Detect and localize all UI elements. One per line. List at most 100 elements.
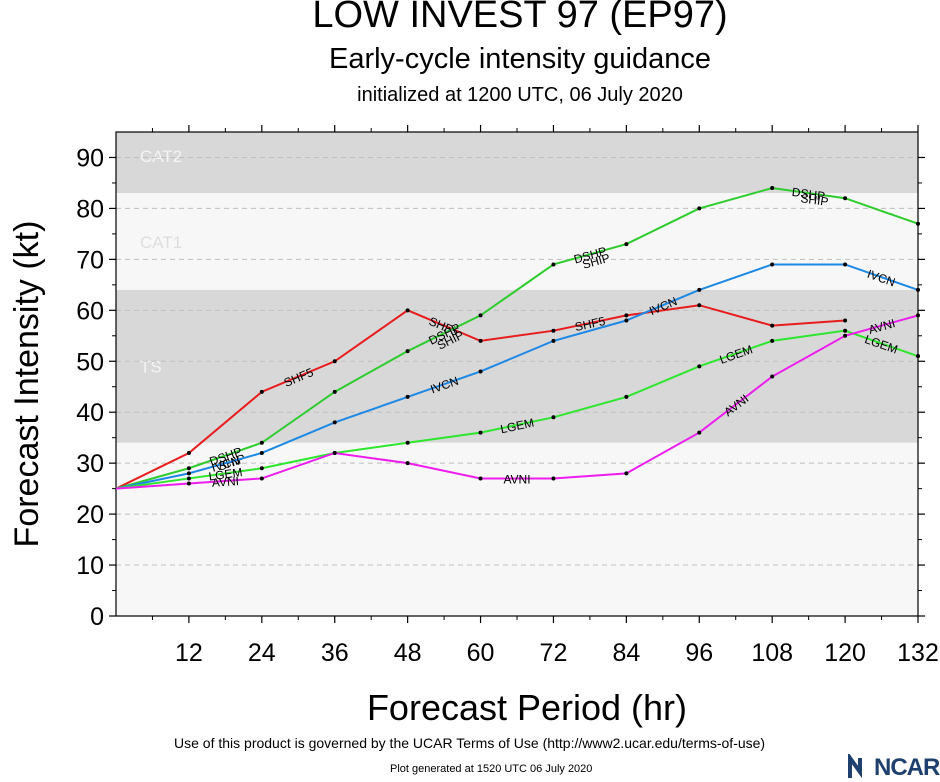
series-label-lgem: LGEM xyxy=(208,465,244,484)
series-point xyxy=(551,476,556,481)
series-line-avni xyxy=(115,314,919,490)
series-point xyxy=(624,471,629,476)
series-point xyxy=(259,389,264,394)
generated-time: Plot generated at 1520 UTC 06 July 2020 xyxy=(390,763,593,775)
x-tick-label: 24 xyxy=(248,639,276,667)
series-point xyxy=(405,308,410,313)
logo-text: NCAR xyxy=(874,754,940,781)
series-point xyxy=(697,430,702,435)
series-point xyxy=(332,389,337,394)
y-tick-label: 30 xyxy=(76,450,104,478)
series-point xyxy=(916,354,920,359)
y-tick-label: 40 xyxy=(76,399,104,427)
series-point xyxy=(770,186,775,191)
series-point xyxy=(697,206,702,211)
series-point xyxy=(770,338,775,343)
series-point xyxy=(259,476,264,481)
series-point xyxy=(624,318,629,323)
intensity-band xyxy=(116,289,918,443)
series-point xyxy=(405,440,410,445)
x-tick-label: 120 xyxy=(824,639,866,667)
ncar-emblem-icon xyxy=(848,754,862,779)
x-tick-label: 132 xyxy=(897,639,939,667)
series-point xyxy=(770,374,775,379)
series-point xyxy=(770,323,775,328)
series-line-dshp xyxy=(115,187,919,490)
y-tick-label: 20 xyxy=(76,501,104,529)
series-point xyxy=(916,313,920,318)
intensity-band xyxy=(116,442,918,616)
series-point xyxy=(843,262,848,267)
series-point xyxy=(405,349,410,354)
series-point xyxy=(186,476,191,481)
x-axis-label: Forecast Period (hr) xyxy=(367,687,687,728)
series-point xyxy=(478,476,483,481)
series-point xyxy=(770,262,775,267)
series-point xyxy=(624,394,629,399)
series-point xyxy=(843,328,848,333)
y-tick-label: 0 xyxy=(90,603,104,631)
y-tick-label: 80 xyxy=(76,195,104,223)
y-tick-label: 10 xyxy=(76,552,104,580)
series-label-ship: SHIP xyxy=(800,191,830,209)
ncar-logo: NCAR xyxy=(848,752,940,781)
init-time: initialized at 1200 UTC, 06 July 2020 xyxy=(357,84,683,106)
terms-notice: Use of this product is governed by the U… xyxy=(174,735,766,751)
series-point xyxy=(551,415,556,420)
series-point xyxy=(478,369,483,374)
x-tick-label: 36 xyxy=(321,639,349,667)
series-point xyxy=(551,328,556,333)
band-label: CAT2 xyxy=(140,147,182,166)
series-line-ivcn xyxy=(115,263,919,490)
y-tick-label: 50 xyxy=(76,348,104,376)
chart-title: LOW INVEST 97 (EP97) xyxy=(312,0,728,36)
series-point xyxy=(551,262,556,267)
y-tick-label: 90 xyxy=(76,144,104,172)
x-tick-label: 108 xyxy=(751,639,793,667)
series-point xyxy=(186,450,191,455)
series-point xyxy=(259,440,264,445)
y-axis-label: Forecast Intensity (kt) xyxy=(8,221,46,548)
series-point xyxy=(697,364,702,369)
series-point xyxy=(186,481,191,486)
series-point xyxy=(186,466,191,471)
band-label: TS xyxy=(140,357,162,376)
series-label-avni: AVNI xyxy=(503,472,530,486)
series-point xyxy=(916,287,920,292)
series-line-lgem xyxy=(115,329,919,490)
intensity-band xyxy=(116,193,918,290)
series-point xyxy=(332,450,337,455)
series-point xyxy=(332,359,337,364)
series-point xyxy=(916,221,920,226)
series-point xyxy=(624,313,629,318)
series-point xyxy=(697,287,702,292)
series-point xyxy=(551,338,556,343)
x-tick-label: 60 xyxy=(467,639,495,667)
series-point xyxy=(624,242,629,247)
series-point xyxy=(186,471,191,476)
series-label-lgem: LGEM xyxy=(499,416,535,437)
series-point xyxy=(405,461,410,466)
y-tick-label: 70 xyxy=(76,246,104,274)
x-tick-label: 84 xyxy=(612,639,640,667)
series-point xyxy=(259,450,264,455)
series-point xyxy=(843,318,848,323)
band-label: CAT1 xyxy=(140,233,182,252)
series-label-avni: AVNI xyxy=(211,474,239,490)
series-point xyxy=(697,303,702,308)
intensity-band xyxy=(116,132,918,194)
x-tick-label: 12 xyxy=(175,639,203,667)
y-tick-label: 60 xyxy=(76,297,104,325)
x-tick-label: 72 xyxy=(540,639,568,667)
series-point xyxy=(478,430,483,435)
x-tick-label: 48 xyxy=(394,639,422,667)
series-label-dshp: DSHP xyxy=(791,185,826,203)
series-point xyxy=(843,333,848,338)
series-point xyxy=(332,420,337,425)
series-point xyxy=(259,466,264,471)
x-tick-label: 96 xyxy=(685,639,713,667)
intensity-chart: CAT2 CAT1 TS 0 10 20 30 40 50 60 70 80 90 12 24 36 48 60 7… xyxy=(8,125,939,728)
series-point xyxy=(843,196,848,201)
series-point xyxy=(405,394,410,399)
series-point xyxy=(478,338,483,343)
